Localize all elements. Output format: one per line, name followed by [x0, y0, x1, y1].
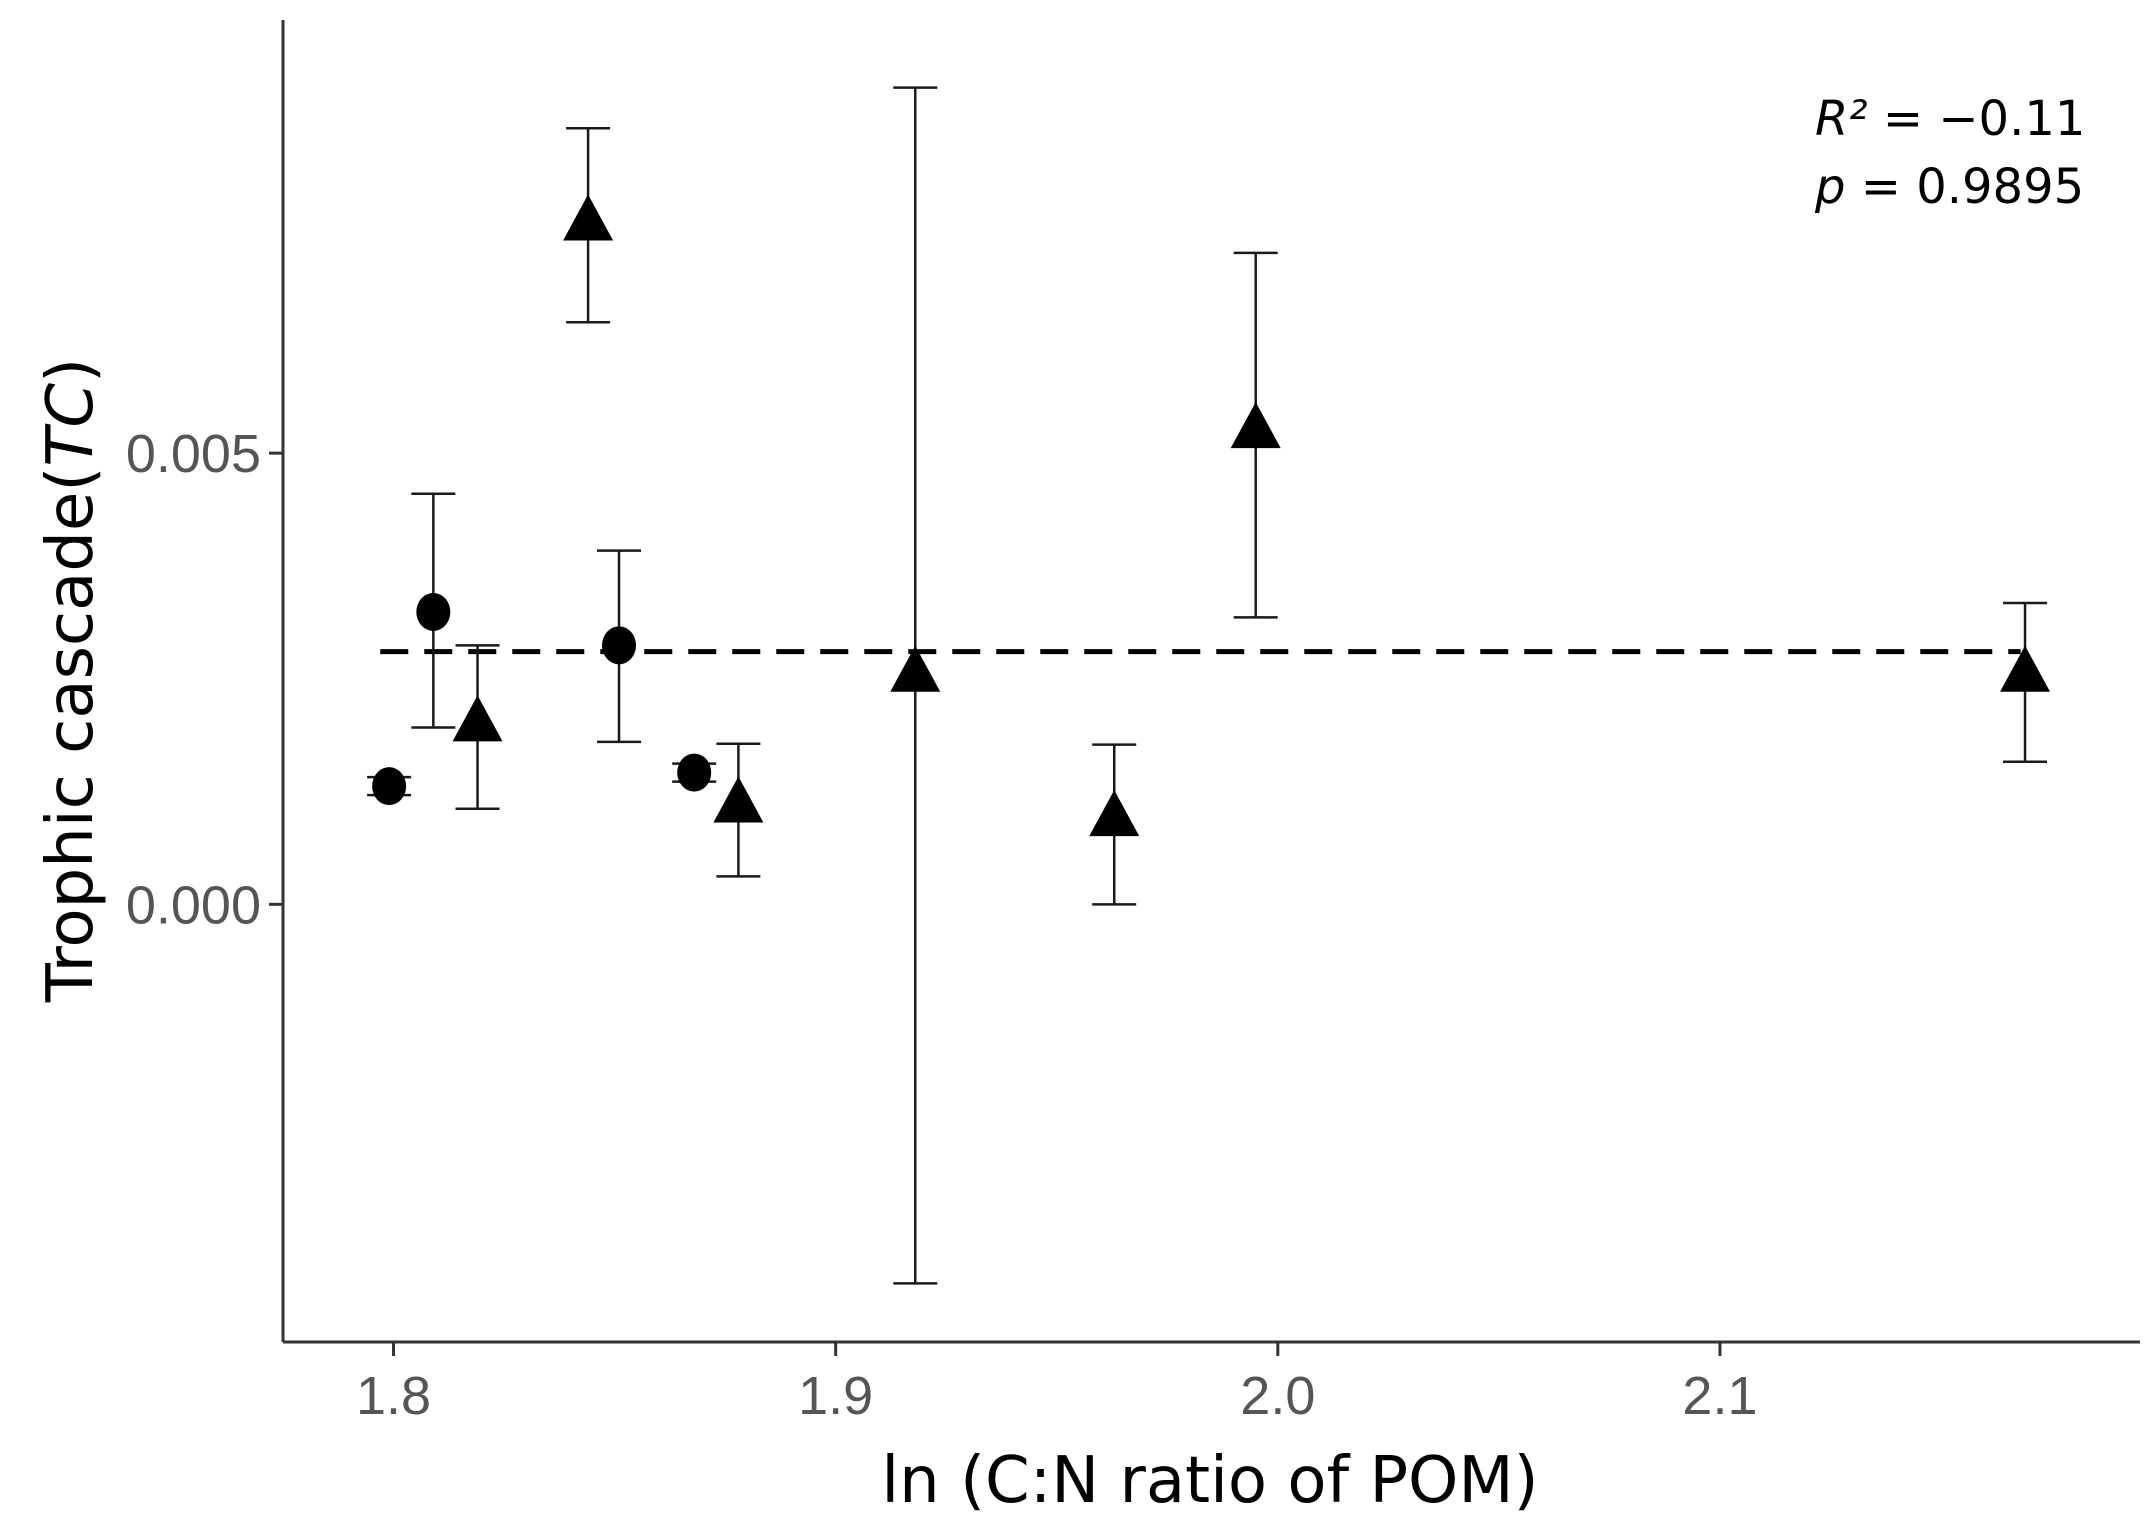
- y-axis-title-main: Trophic cascade(: [34, 467, 108, 1003]
- data-point-triangle: [890, 645, 941, 692]
- y-axis-title-close: ): [34, 358, 108, 383]
- y-tick-label: 0.005: [126, 424, 261, 484]
- data-point-triangle: [1230, 402, 1281, 449]
- p-annotation: p = 0.9895: [1814, 159, 2084, 215]
- r2-label: R²: [1815, 91, 1868, 147]
- data-point-circle: [372, 767, 407, 806]
- data-point-triangle: [563, 194, 614, 241]
- data-point-triangle: [452, 695, 503, 742]
- x-axis-title: ln (C:N ratio of POM): [881, 1444, 1538, 1517]
- p-value: = 0.9895: [1845, 159, 2084, 215]
- y-axis-ticks: 0.000 0.005: [126, 424, 283, 935]
- data-point-circle: [416, 592, 451, 631]
- data-points-group: [367, 86, 2051, 1285]
- y-axis-title-italic: TC: [34, 383, 108, 467]
- data-point-triangle: [1089, 790, 1140, 837]
- x-axis-ticks: 1.8 1.9 2.0 2.1: [356, 1342, 1758, 1426]
- x-tick-label: 1.8: [356, 1366, 431, 1426]
- r2-annotation: R² = −0.11: [1815, 91, 2085, 147]
- p-label: p: [1814, 159, 1845, 215]
- data-point-circle: [677, 753, 712, 792]
- data-point-triangle: [2000, 645, 2051, 692]
- data-point-triangle: [713, 776, 764, 823]
- x-tick-label: 2.1: [1682, 1366, 1757, 1426]
- y-axis-title: Trophic cascade(TC): [34, 358, 108, 1003]
- y-tick-label: 0.000: [126, 875, 261, 935]
- x-tick-label: 2.0: [1240, 1366, 1315, 1426]
- data-point-circle: [602, 626, 637, 665]
- r2-value: = −0.11: [1868, 91, 2086, 147]
- x-tick-label: 1.9: [798, 1366, 873, 1426]
